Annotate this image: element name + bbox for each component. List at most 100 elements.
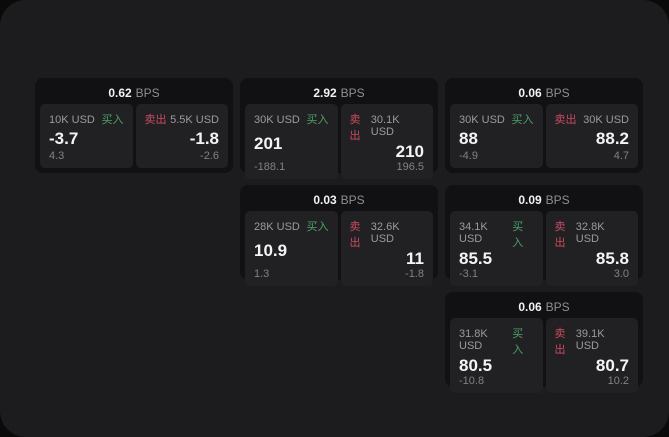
quote-body: 31.8K USD 买入 80.5 -10.8 卖出 39.1K USD 80.… — [450, 318, 638, 393]
bps-unit: BPS — [135, 86, 160, 100]
sell-tile[interactable]: 卖出 5.5K USD -1.8 -2.6 — [135, 104, 228, 168]
buy-label: 买入 — [306, 221, 329, 233]
bps-value: 0.06 — [518, 86, 542, 100]
sell-label: 卖出 — [144, 114, 167, 126]
buy-label: 买入 — [101, 114, 124, 126]
buy-tile-header: 31.8K USD 买入 — [459, 325, 534, 357]
sell-notional: 30.1K USD — [370, 114, 400, 138]
sell-price: 85.8 — [595, 249, 629, 268]
bps-unit: BPS — [545, 86, 570, 100]
buy-tile[interactable]: 31.8K USD 买入 80.5 -10.8 — [450, 318, 543, 393]
sell-tile[interactable]: 卖出 32.8K USD 85.8 3.0 — [545, 211, 638, 286]
quote-body: 30K USD 买入 201 -188.1 卖出 30.1K USD 210 1… — [245, 104, 433, 179]
sell-delta: -2.6 — [200, 150, 219, 162]
sell-delta: 196.5 — [396, 161, 424, 173]
bps-unit: BPS — [545, 300, 570, 314]
bps-value: 2.92 — [313, 86, 337, 100]
buy-tile-header: 30K USD 买入 — [254, 111, 329, 127]
quote-card: 0.06 BPS 30K USD 买入 88 -4.9 卖出 30K USD — [445, 78, 643, 173]
buy-label: 买入 — [306, 114, 329, 126]
bps-unit: BPS — [545, 193, 570, 207]
sell-price: -1.8 — [189, 128, 219, 148]
buy-delta: -10.8 — [459, 375, 485, 387]
buy-label: 买入 — [511, 114, 534, 126]
quote-body: 34.1K USD 买入 85.5 -3.1 卖出 32.8K USD 85.8… — [450, 211, 638, 286]
sell-notional: 32.8K USD — [575, 221, 605, 245]
sell-label: 卖出 — [349, 221, 361, 249]
sell-tile-header: 卖出 32.6K USD — [350, 218, 425, 250]
sell-label: 卖出 — [554, 328, 566, 356]
buy-notional: 31.8K USD — [459, 328, 488, 352]
buy-price: 10.9 — [254, 241, 288, 260]
buy-tile-header: 34.1K USD 买入 — [459, 218, 534, 250]
quote-body: 30K USD 买入 88 -4.9 卖出 30K USD 88.2 4.7 — [450, 104, 638, 168]
buy-tile-header: 28K USD 买入 — [254, 218, 329, 234]
buy-tile[interactable]: 34.1K USD 买入 85.5 -3.1 — [450, 211, 543, 286]
buy-delta: 4.3 — [49, 150, 65, 162]
sell-delta: 3.0 — [613, 268, 629, 280]
buy-notional: 10K USD — [49, 114, 95, 126]
buy-tile[interactable]: 28K USD 买入 10.9 1.3 — [245, 211, 338, 286]
sell-notional: 5.5K USD — [170, 114, 219, 126]
buy-label: 买入 — [512, 221, 524, 249]
sell-tile-header: 卖出 32.8K USD — [555, 218, 630, 250]
sell-price: 80.7 — [595, 356, 629, 375]
sell-label: 卖出 — [554, 114, 577, 126]
bps-value: 0.06 — [518, 300, 542, 314]
quote-card: 0.03 BPS 28K USD 买入 10.9 1.3 卖出 32.6K US… — [240, 185, 438, 286]
sell-delta: 4.7 — [613, 150, 629, 162]
quote-card: 0.62 BPS 10K USD 买入 -3.7 4.3 卖出 5.5K USD — [35, 78, 233, 173]
sell-label: 卖出 — [349, 114, 361, 142]
sell-delta: 10.2 — [607, 375, 629, 387]
bps-unit: BPS — [340, 193, 365, 207]
buy-price: -3.7 — [49, 128, 79, 148]
buy-notional: 30K USD — [459, 114, 505, 126]
bps-header: 0.03 BPS — [245, 190, 433, 211]
sell-notional: 30K USD — [583, 114, 629, 126]
buy-price: 88 — [459, 128, 478, 148]
quote-card: 2.92 BPS 30K USD 买入 201 -188.1 卖出 30.1K … — [240, 78, 438, 179]
sell-price: 210 — [395, 142, 424, 161]
buy-notional: 28K USD — [254, 221, 300, 233]
sell-price: 11 — [406, 249, 424, 268]
buy-tile-header: 10K USD 买入 — [49, 111, 124, 127]
bps-header: 0.06 BPS — [450, 83, 638, 104]
bps-value: 0.62 — [108, 86, 132, 100]
sell-price: 88.2 — [595, 128, 629, 148]
buy-notional: 30K USD — [254, 114, 300, 126]
quote-card: 0.06 BPS 31.8K USD 买入 80.5 -10.8 卖出 39.1… — [445, 292, 643, 393]
sell-delta: -1.8 — [405, 268, 424, 280]
quote-body: 28K USD 买入 10.9 1.3 卖出 32.6K USD 11 -1.8 — [245, 211, 433, 286]
bps-unit: BPS — [340, 86, 365, 100]
sell-tile[interactable]: 卖出 32.6K USD 11 -1.8 — [340, 211, 433, 286]
buy-notional: 34.1K USD — [459, 221, 488, 245]
quote-body: 10K USD 买入 -3.7 4.3 卖出 5.5K USD -1.8 -2.… — [40, 104, 228, 168]
bps-header: 2.92 BPS — [245, 83, 433, 104]
buy-price: 201 — [254, 134, 283, 153]
sell-tile[interactable]: 卖出 30K USD 88.2 4.7 — [545, 104, 638, 168]
buy-price: 85.5 — [459, 249, 493, 268]
bps-header: 0.09 BPS — [450, 190, 638, 211]
buy-tile[interactable]: 30K USD 买入 201 -188.1 — [245, 104, 338, 179]
buy-delta: -4.9 — [459, 150, 478, 162]
sell-tile-header: 卖出 39.1K USD — [555, 325, 630, 357]
bps-header: 0.06 BPS — [450, 297, 638, 318]
sell-tile[interactable]: 卖出 39.1K USD 80.7 10.2 — [545, 318, 638, 393]
buy-price: 80.5 — [459, 356, 493, 375]
sell-tile-header: 卖出 30K USD — [555, 111, 630, 127]
bps-value: 0.09 — [518, 193, 542, 207]
quote-card: 0.09 BPS 34.1K USD 买入 85.5 -3.1 卖出 32.8K… — [445, 185, 643, 286]
buy-delta: -188.1 — [254, 161, 286, 173]
sell-tile-header: 卖出 5.5K USD — [145, 111, 220, 127]
bps-header: 0.62 BPS — [40, 83, 228, 104]
quotes-grid: 0.62 BPS 10K USD 买入 -3.7 4.3 卖出 5.5K USD — [35, 78, 643, 393]
sell-tile-header: 卖出 30.1K USD — [350, 111, 425, 143]
buy-tile-header: 30K USD 买入 — [459, 111, 534, 127]
sell-notional: 39.1K USD — [575, 328, 605, 352]
buy-tile[interactable]: 10K USD 买入 -3.7 4.3 — [40, 104, 133, 168]
buy-tile[interactable]: 30K USD 买入 88 -4.9 — [450, 104, 543, 168]
sell-tile[interactable]: 卖出 30.1K USD 210 196.5 — [340, 104, 433, 179]
buy-delta: -3.1 — [459, 268, 478, 280]
bps-value: 0.03 — [313, 193, 337, 207]
